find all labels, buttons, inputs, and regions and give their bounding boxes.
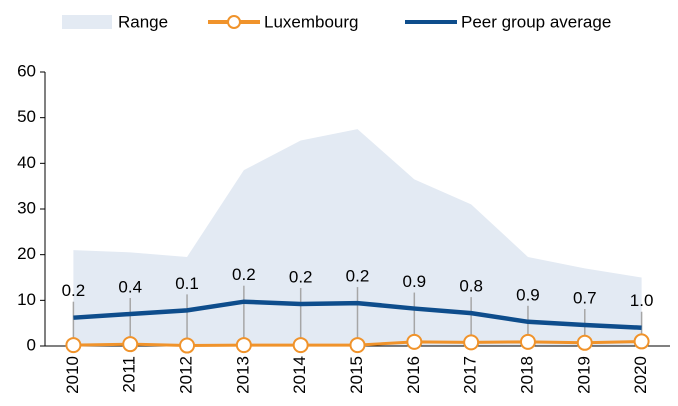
y-tick-label: 40 bbox=[17, 153, 36, 172]
x-tick-label: 2015 bbox=[347, 356, 366, 394]
x-tick-label: 2019 bbox=[574, 356, 593, 394]
data-label: 0.8 bbox=[459, 277, 483, 296]
marker bbox=[179, 337, 196, 354]
data-label: 0.9 bbox=[516, 285, 540, 304]
marker bbox=[122, 336, 139, 353]
data-label: 0.2 bbox=[232, 265, 256, 284]
marker bbox=[519, 333, 536, 350]
x-tick-label: 2010 bbox=[63, 356, 82, 394]
data-label: 0.9 bbox=[402, 272, 426, 291]
marker bbox=[65, 337, 82, 354]
marker bbox=[463, 334, 480, 351]
x-tick-label: 2016 bbox=[404, 356, 423, 394]
legend-label: Range bbox=[118, 12, 168, 31]
y-tick-label: 10 bbox=[17, 290, 36, 309]
y-tick-label: 20 bbox=[17, 244, 36, 263]
x-tick-label: 2011 bbox=[120, 356, 139, 393]
marker bbox=[292, 337, 309, 354]
legend-label: Luxembourg bbox=[264, 12, 359, 31]
marker bbox=[633, 333, 650, 350]
marker bbox=[406, 333, 423, 350]
data-label: 0.2 bbox=[346, 267, 370, 286]
marker bbox=[235, 337, 252, 354]
legend-marker bbox=[227, 15, 241, 29]
data-label: 0.2 bbox=[62, 281, 86, 300]
x-tick-label: 2017 bbox=[461, 356, 480, 394]
y-tick-label: 60 bbox=[17, 61, 36, 80]
data-label: 1.0 bbox=[630, 291, 654, 310]
data-label: 0.4 bbox=[118, 278, 142, 297]
marker bbox=[576, 334, 593, 351]
legend-swatch bbox=[62, 15, 112, 29]
x-tick-label: 2020 bbox=[631, 356, 650, 394]
marker bbox=[349, 337, 366, 354]
y-tick-label: 30 bbox=[17, 198, 36, 217]
range-area bbox=[73, 129, 642, 346]
x-tick-label: 2014 bbox=[290, 356, 309, 394]
x-tick-label: 2013 bbox=[233, 356, 252, 394]
x-tick-label: 2012 bbox=[177, 356, 196, 394]
y-tick-label: 50 bbox=[17, 107, 36, 126]
legend-label: Peer group average bbox=[461, 12, 611, 31]
data-label: 0.7 bbox=[573, 288, 597, 307]
series-line bbox=[73, 299, 642, 330]
data-label: 0.2 bbox=[289, 267, 313, 286]
y-tick-label: 0 bbox=[27, 335, 36, 354]
x-tick-label: 2018 bbox=[517, 356, 536, 394]
data-label: 0.1 bbox=[175, 274, 199, 293]
